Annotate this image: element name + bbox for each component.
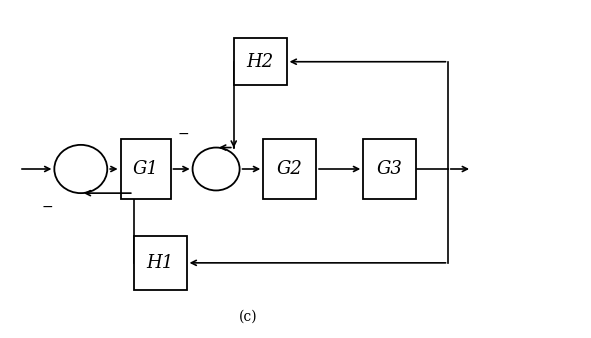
Text: −: − <box>177 127 189 141</box>
Text: −: − <box>41 199 53 214</box>
Bar <box>263 139 316 199</box>
Bar <box>363 139 416 199</box>
Ellipse shape <box>193 148 239 190</box>
Text: (c): (c) <box>239 310 258 323</box>
Text: G1: G1 <box>132 160 158 178</box>
Bar <box>121 139 170 199</box>
Text: G2: G2 <box>277 160 303 178</box>
Ellipse shape <box>54 145 108 193</box>
Bar <box>233 38 287 85</box>
Text: H2: H2 <box>246 53 274 71</box>
Text: G3: G3 <box>376 160 402 178</box>
Text: H1: H1 <box>147 254 174 272</box>
Bar <box>134 236 187 290</box>
